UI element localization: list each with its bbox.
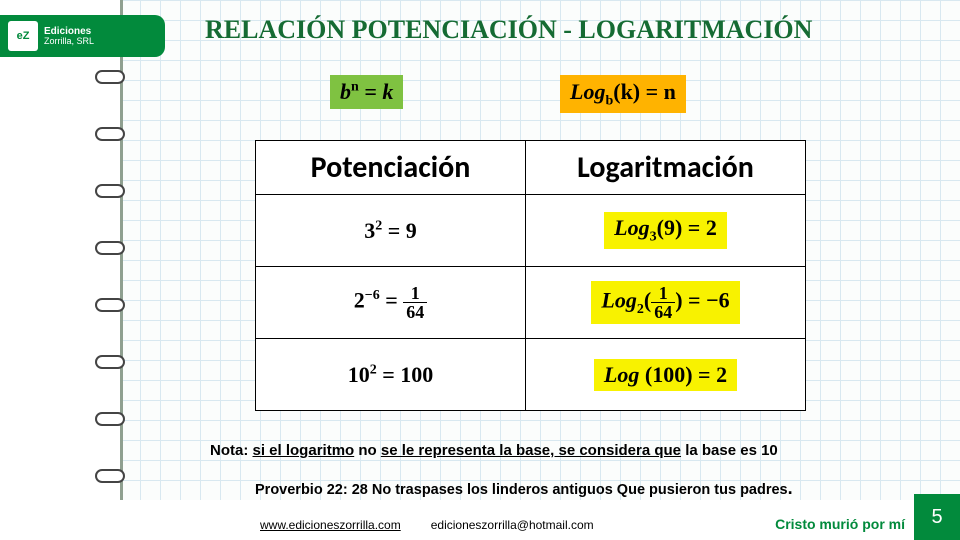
formula-log: Logb(k) = n bbox=[560, 75, 686, 113]
table-row: 2−6 = 164 Log2(164) = −6 bbox=[256, 267, 806, 339]
cell-log-2: Log2(164) = −6 bbox=[591, 281, 739, 324]
cell-log-1: Log3(9) = 2 bbox=[604, 212, 727, 248]
footer-email[interactable]: edicioneszorrilla@hotmail.com bbox=[431, 518, 594, 532]
brand-logo: eZ Ediciones Zorrilla, SRL bbox=[0, 15, 165, 57]
table-header-right: Logaritmación bbox=[526, 141, 806, 195]
comparison-table: Potenciación Logaritmación 32 = 9 Log3(9… bbox=[255, 140, 806, 411]
footer-url[interactable]: www.edicioneszorrilla.com bbox=[260, 518, 401, 532]
cell-potencia-2: 2−6 = 164 bbox=[354, 284, 428, 321]
cell-potencia-3: 102 = 100 bbox=[348, 362, 434, 388]
table-row: 32 = 9 Log3(9) = 2 bbox=[256, 195, 806, 267]
formula-potencia: bn = k bbox=[330, 75, 403, 109]
proverb-text: Proverbio 22: 28 No traspases los linder… bbox=[255, 478, 793, 499]
logo-icon: eZ bbox=[8, 21, 38, 51]
table-row: 102 = 100 Log (100) = 2 bbox=[256, 339, 806, 411]
note-text: Nota: si el logaritmo no se le represent… bbox=[210, 442, 778, 459]
table-header-left: Potenciación bbox=[256, 141, 526, 195]
footer-credit: Cristo murió por mí bbox=[775, 516, 905, 532]
cell-log-3: Log (100) = 2 bbox=[594, 359, 737, 391]
page-title: RELACIÓN POTENCIACIÓN - LOGARITMACIÓN bbox=[205, 15, 812, 45]
spiral-binding bbox=[95, 70, 125, 483]
page-number: 5 bbox=[914, 494, 960, 540]
logo-text: Ediciones Zorrilla, SRL bbox=[44, 26, 94, 47]
cell-potencia-1: 32 = 9 bbox=[364, 218, 417, 244]
